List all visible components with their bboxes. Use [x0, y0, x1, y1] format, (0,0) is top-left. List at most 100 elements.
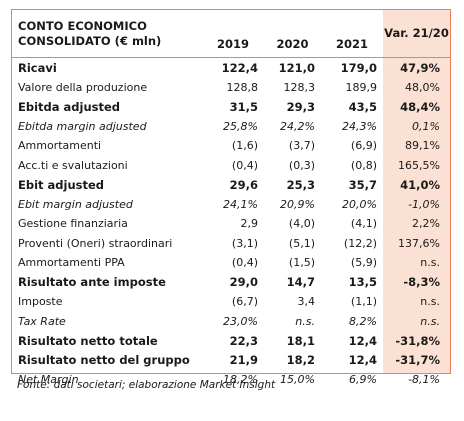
- value-cell: 43,5: [348, 99, 377, 114]
- value-cell: (12,2): [343, 236, 377, 250]
- value-cell: (3,1): [231, 236, 258, 250]
- value-cell: (5,9): [350, 256, 377, 270]
- year-header: 2020: [276, 37, 309, 51]
- variation-cell: -31,7%: [395, 353, 440, 368]
- table-body: Ricavi 122,4 121,0 179,0 47,9% Valore della p…: [12, 58, 450, 390]
- value-cell: 128,3: [283, 80, 316, 94]
- value-cell: (6,7): [231, 295, 258, 309]
- row-label: Ammortamenti PPA: [18, 256, 125, 270]
- value-cell: 25,8%: [223, 119, 258, 133]
- row-label: Ebit adjusted: [18, 177, 105, 192]
- row-label: Risultato ante imposte: [18, 275, 166, 290]
- table-row: Acc.ti e svalutazioni (0,4) (0,3) (0,8) 165,…: [12, 156, 450, 176]
- value-cell: n.s.: [295, 314, 315, 328]
- value-cell: 6,9%: [349, 373, 377, 387]
- value-cell: 189,9: [345, 80, 378, 94]
- table-row: Ricavi 122,4 121,0 179,0 47,9%: [12, 58, 450, 78]
- value-cell: 18,1: [286, 333, 315, 348]
- value-cell: 20,9%: [280, 197, 315, 211]
- value-cell: 15,0%: [280, 373, 315, 387]
- value-cell: 18,2%: [223, 373, 258, 387]
- value-cell: (5,1): [288, 236, 315, 250]
- value-cell: (1,5): [288, 256, 315, 270]
- value-cell: (4,0): [288, 217, 315, 231]
- row-label: Net Margin: [18, 373, 79, 387]
- variation-cell: 137,6%: [398, 236, 440, 250]
- value-cell: 22,3: [229, 333, 258, 348]
- year-header: 2021: [335, 37, 368, 51]
- row-label: Valore della produzione: [18, 80, 148, 94]
- value-cell: (6,9): [350, 139, 377, 153]
- row-label: Risultato netto totale: [18, 333, 158, 348]
- value-cell: 3,4: [297, 295, 316, 309]
- value-cell: 2,9: [240, 217, 259, 231]
- value-cell: 128,8: [226, 80, 259, 94]
- table-row: Ammortamenti (1,6) (3,7) (6,9) 89,1%: [12, 136, 450, 156]
- variation-cell: n.s.: [420, 314, 440, 328]
- value-cell: 13,5: [348, 275, 377, 290]
- table-row: Ebitda margin adjusted 25,8% 24,2% 24,3% 0,1…: [12, 117, 450, 137]
- income-statement-table: CONTO ECONOMICO CONSOLIDATO (€ mln) 2019…: [12, 10, 450, 390]
- value-cell: 29,0: [229, 275, 258, 290]
- variation-cell: n.s.: [420, 295, 440, 309]
- row-label: Proventi (Oneri) straordinari: [18, 236, 173, 250]
- value-cell: 179,0: [340, 60, 377, 75]
- variation-cell: 47,9%: [400, 60, 440, 75]
- value-cell: 24,2%: [280, 119, 315, 133]
- variation-cell: 48,4%: [400, 99, 440, 114]
- variation-cell: -8,3%: [403, 275, 440, 290]
- value-cell: 12,4: [348, 333, 377, 348]
- source-caption: Fonte: dati societari; elaborazione Mark…: [17, 379, 276, 391]
- value-cell: 24,3%: [342, 119, 377, 133]
- table-row: Gestione finanziaria 2,9 (4,0) (4,1) 2,2%: [12, 214, 450, 234]
- table-header-row: CONTO ECONOMICO CONSOLIDATO (€ mln) 2019…: [12, 10, 450, 58]
- table-row: Valore della produzione 128,8 128,3 189,9 48…: [12, 78, 450, 98]
- value-cell: 35,7: [348, 177, 377, 192]
- value-cell: 31,5: [229, 99, 258, 114]
- value-cell: 122,4: [221, 60, 258, 75]
- table-row: Risultato ante imposte 29,0 14,7 13,5 -8,3%: [12, 273, 450, 293]
- row-label: Acc.ti e svalutazioni: [18, 158, 128, 172]
- table-row: Ebit margin adjusted 24,1% 20,9% 20,0% -1,0%: [12, 195, 450, 215]
- variation-cell: 0,1%: [412, 119, 440, 133]
- value-cell: (0,4): [231, 158, 258, 172]
- row-label: Tax Rate: [18, 314, 66, 328]
- value-cell: (0,3): [288, 158, 315, 172]
- income-statement-panel: CONTO ECONOMICO CONSOLIDATO (€ mln) 2019…: [11, 9, 451, 386]
- table-row: Net Margin 18,2% 15,0% 6,9% -8,1%: [12, 370, 450, 390]
- year-header: 2019: [216, 37, 249, 51]
- row-label: Ebit margin adjusted: [18, 197, 133, 211]
- table-row: Risultato netto del gruppo 21,9 18,2 12,4 -3…: [12, 351, 450, 371]
- value-cell: 20,0%: [342, 197, 377, 211]
- row-label: Risultato netto del gruppo: [18, 353, 190, 368]
- variation-column-background: [383, 10, 450, 373]
- table-row: Imposte (6,7) 3,4 (1,1) n.s.: [12, 292, 450, 312]
- row-label: Ebitda adjusted: [18, 99, 121, 114]
- value-cell: 23,0%: [223, 314, 258, 328]
- table-row: Ebit adjusted 29,6 25,3 35,7 41,0%: [12, 175, 450, 195]
- variation-header: Var. 21/20: [384, 26, 449, 40]
- row-label: Imposte: [18, 295, 63, 309]
- table-title: CONTO ECONOMICO CONSOLIDATO (€ mln): [18, 18, 162, 48]
- value-cell: 29,6: [229, 177, 258, 192]
- row-label: Ammortamenti: [18, 139, 102, 153]
- row-label: Ricavi: [18, 60, 57, 75]
- variation-cell: 89,1%: [405, 139, 440, 153]
- variation-cell: -31,8%: [395, 333, 440, 348]
- value-cell: 12,4: [348, 353, 377, 368]
- variation-cell: -8,1%: [408, 373, 440, 387]
- variation-cell: -1,0%: [408, 197, 440, 211]
- value-cell: 14,7: [286, 275, 315, 290]
- value-cell: (1,6): [231, 139, 258, 153]
- table-row: Tax Rate 23,0% n.s. 8,2% n.s.: [12, 312, 450, 332]
- value-cell: 21,9: [229, 353, 258, 368]
- value-cell: 24,1%: [223, 197, 258, 211]
- row-label: Gestione finanziaria: [18, 217, 128, 231]
- variation-cell: n.s.: [420, 256, 440, 270]
- value-cell: 121,0: [278, 60, 315, 75]
- table-row: Ammortamenti PPA (0,4) (1,5) (5,9) n.s.: [12, 253, 450, 273]
- variation-cell: 41,0%: [400, 177, 440, 192]
- value-cell: (0,8): [350, 158, 377, 172]
- row-label: Ebitda margin adjusted: [18, 119, 147, 133]
- value-cell: 29,3: [286, 99, 315, 114]
